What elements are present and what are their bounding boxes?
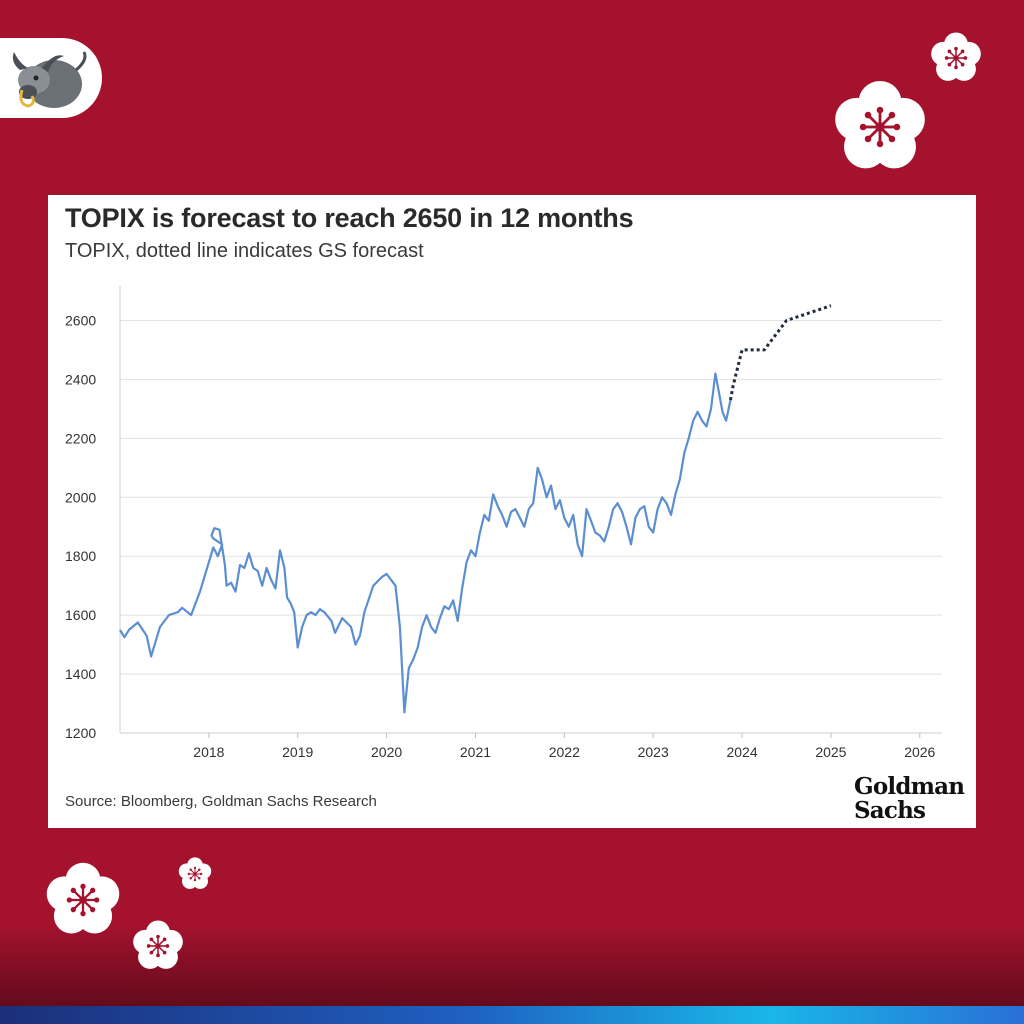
plum-blossom-icon [178,857,212,896]
brand-logo-tab [0,38,102,118]
x-tick-label: 2020 [371,744,402,760]
topix-line-chart: 1200 1400 1600 1800 2000 2200 2400 2600 2018 2019… [65,286,942,760]
chart-source: Source: Bloomberg, Goldman Sachs Researc… [65,793,377,810]
chart-card: 1200 1400 1600 1800 2000 2200 2400 2600 2018 2019… [48,195,976,828]
topix-series-line [119,372,732,714]
y-tick-label: 2400 [65,371,96,387]
bull-mascot-icon [12,51,87,108]
x-tick-label: 2019 [282,744,313,760]
y-tick-label: 2600 [65,312,96,328]
plum-blossom-icon [132,920,184,977]
bottom-gradient-bar [0,1006,1024,1024]
x-tick-label: 2024 [726,744,757,760]
plum-blossom-icon [833,80,927,179]
x-tick-label: 2022 [549,744,580,760]
goldman-sachs-logo: Goldman Sachs [854,773,965,824]
y-tick-label: 2200 [65,430,96,446]
y-tick-label: 1800 [65,548,96,564]
y-tick-label: 1400 [65,666,96,682]
y-tick-label: 1600 [65,607,96,623]
chart-title: TOPIX is forecast to reach 2650 in 12 mo… [65,203,634,233]
x-tick-label: 2025 [815,744,846,760]
x-tick-label: 2021 [460,744,491,760]
plum-blossom-icon [45,862,121,943]
forecast-series-line [729,304,832,401]
y-tick-label: 2000 [65,489,96,505]
y-tick-label: 1200 [65,725,96,741]
x-tick-label: 2026 [904,744,935,760]
chart-subtitle: TOPIX, dotted line indicates GS forecast [65,240,424,262]
x-tick-label: 2018 [193,744,224,760]
plum-blossom-icon [930,32,982,89]
x-tick-label: 2023 [638,744,669,760]
logo-line-1: Goldman [854,773,965,800]
logo-line-2: Sachs [854,797,926,824]
